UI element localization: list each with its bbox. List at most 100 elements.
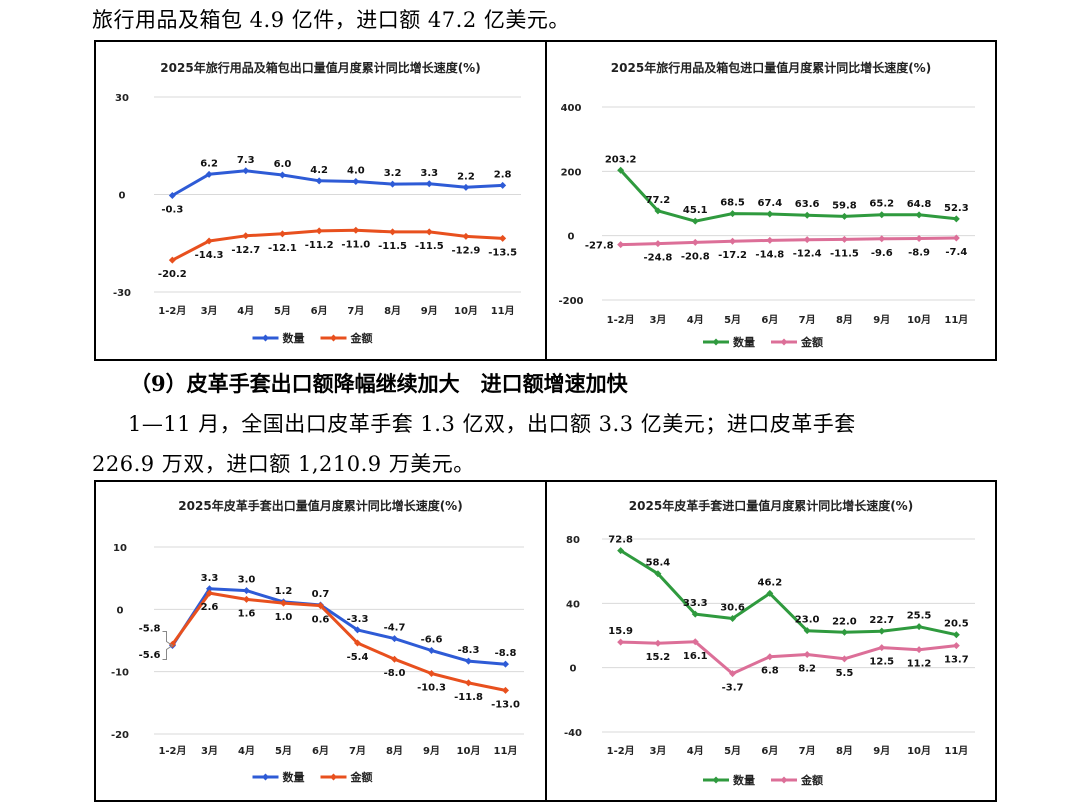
data-label: -7.4 — [945, 247, 967, 258]
x-tick-label: 1-2月 — [158, 305, 186, 317]
x-tick-label: 6月 — [312, 745, 329, 757]
data-label: 67.4 — [758, 198, 783, 209]
series-line-数量 — [171, 169, 503, 197]
data-point — [803, 627, 811, 635]
data-point — [878, 211, 886, 219]
data-point — [243, 595, 250, 603]
y-tick-label: 0 — [119, 191, 126, 202]
data-point — [391, 655, 398, 663]
data-point — [502, 686, 509, 694]
paragraph-line-1: 1—11 月，全国出口皮革手套 1.3 亿双，出口额 3.3 亿美元；进口皮革手… — [128, 412, 856, 436]
data-label: 6.2 — [200, 158, 218, 169]
data-label: -11.5 — [415, 241, 444, 252]
x-tick-label: 1-2月 — [607, 314, 635, 326]
data-label: 11.2 — [907, 659, 932, 670]
x-tick-label: 5月 — [275, 745, 292, 757]
legend-marker — [712, 776, 720, 784]
y-tick-label: 0 — [568, 232, 575, 243]
data-point — [840, 655, 848, 663]
data-label: 20.5 — [944, 619, 969, 630]
data-label: 12.5 — [869, 657, 894, 668]
data-label: -4.7 — [384, 623, 406, 634]
data-point — [766, 589, 774, 597]
data-point — [915, 646, 923, 654]
chart-svg: 2025年旅行用品及箱包进口量值月度累计同比增长速度(%) 400 200 0 -200… — [558, 60, 975, 349]
data-point — [425, 228, 433, 236]
data-point — [691, 638, 699, 646]
x-tick-label: 3月 — [649, 314, 666, 326]
data-label: 3.3 — [420, 168, 438, 179]
data-point — [766, 236, 774, 244]
data-point — [206, 589, 213, 597]
data-label: 2.6 — [201, 602, 219, 613]
data-label: -14.8 — [755, 249, 784, 260]
x-tick-label: 8月 — [386, 745, 403, 757]
data-point — [617, 241, 625, 249]
data-label: 59.8 — [832, 200, 857, 211]
data-label: 4.0 — [347, 166, 365, 177]
text-line-1: 旅行用品及箱包 4.9 亿件，进口额 47.2 亿美元。 — [92, 8, 570, 32]
data-point — [617, 638, 625, 646]
chart-svg: 2025年皮革手套出口量值月度累计同比增长速度(%) 10 0 -10 -20 1-2月 3… — [111, 498, 524, 784]
data-point — [729, 237, 737, 245]
data-label: 46.2 — [758, 577, 783, 588]
data-label: -14.3 — [195, 250, 224, 261]
data-point — [278, 230, 286, 238]
legend-label: 数量 — [733, 335, 755, 349]
x-tick-label: 11月 — [491, 305, 515, 317]
x-tick-label: 1-2月 — [158, 745, 186, 757]
data-point — [315, 177, 323, 185]
legend-label: 金额 — [800, 773, 823, 787]
data-label: -11.5 — [378, 241, 407, 252]
data-point — [168, 191, 176, 199]
data-label: -12.1 — [268, 243, 297, 254]
data-label: -6.6 — [421, 634, 443, 645]
data-point — [766, 210, 774, 218]
chart-title: 2025年皮革手套进口量值月度累计同比增长速度(%) — [629, 498, 913, 513]
legend-marker — [262, 334, 269, 342]
y-tick-label: -200 — [558, 296, 583, 307]
data-label: -13.0 — [491, 699, 520, 710]
data-label: -3.3 — [347, 614, 369, 625]
data-point — [729, 614, 737, 622]
series-line-数量 — [171, 587, 506, 666]
data-label: 16.1 — [683, 651, 708, 662]
data-point — [952, 234, 960, 242]
data-point — [654, 207, 662, 215]
data-label: 3.0 — [238, 575, 256, 586]
series-line-金额 — [620, 640, 957, 676]
legend-marker — [262, 773, 269, 781]
x-tick-label: 5月 — [724, 314, 741, 326]
data-label: 1.2 — [275, 586, 293, 597]
series-line-金额 — [620, 236, 957, 247]
data-point — [354, 639, 361, 647]
legend-marker — [330, 773, 337, 781]
data-label: 15.9 — [608, 626, 633, 637]
data-label: 3.3 — [201, 573, 219, 584]
data-label: 52.3 — [944, 203, 969, 214]
y-tick-label: 40 — [566, 599, 580, 610]
x-tick-label: 11月 — [944, 314, 968, 326]
data-label: -3.7 — [722, 683, 744, 694]
data-point — [691, 238, 699, 246]
legend-label: 金额 — [350, 770, 373, 784]
data-label: -12.4 — [793, 249, 822, 260]
data-label: 1.0 — [275, 612, 293, 623]
data-label: -5.4 — [347, 652, 369, 663]
paragraph-line-2: 226.9 万双，进口额 1,210.9 万美元。 — [92, 452, 475, 476]
x-tick-label: 7月 — [799, 314, 816, 326]
data-point — [169, 640, 176, 648]
data-label: 65.2 — [869, 199, 894, 210]
legend-marker — [780, 776, 788, 784]
data-label: 64.8 — [907, 199, 932, 210]
data-label: 203.2 — [605, 154, 637, 165]
chart-luggage-export: 2025年旅行用品及箱包出口量值月度累计同比增长速度(%) 30 0 -30 1-2月 3… — [96, 42, 545, 359]
data-point — [499, 234, 507, 242]
x-tick-label: 10月 — [457, 745, 481, 757]
x-tick-label: 8月 — [384, 305, 401, 317]
x-tick-label: 9月 — [873, 745, 890, 757]
data-point — [352, 226, 360, 234]
data-label: -11.0 — [341, 239, 370, 250]
data-label: -8.9 — [908, 248, 930, 259]
data-point — [803, 236, 811, 244]
